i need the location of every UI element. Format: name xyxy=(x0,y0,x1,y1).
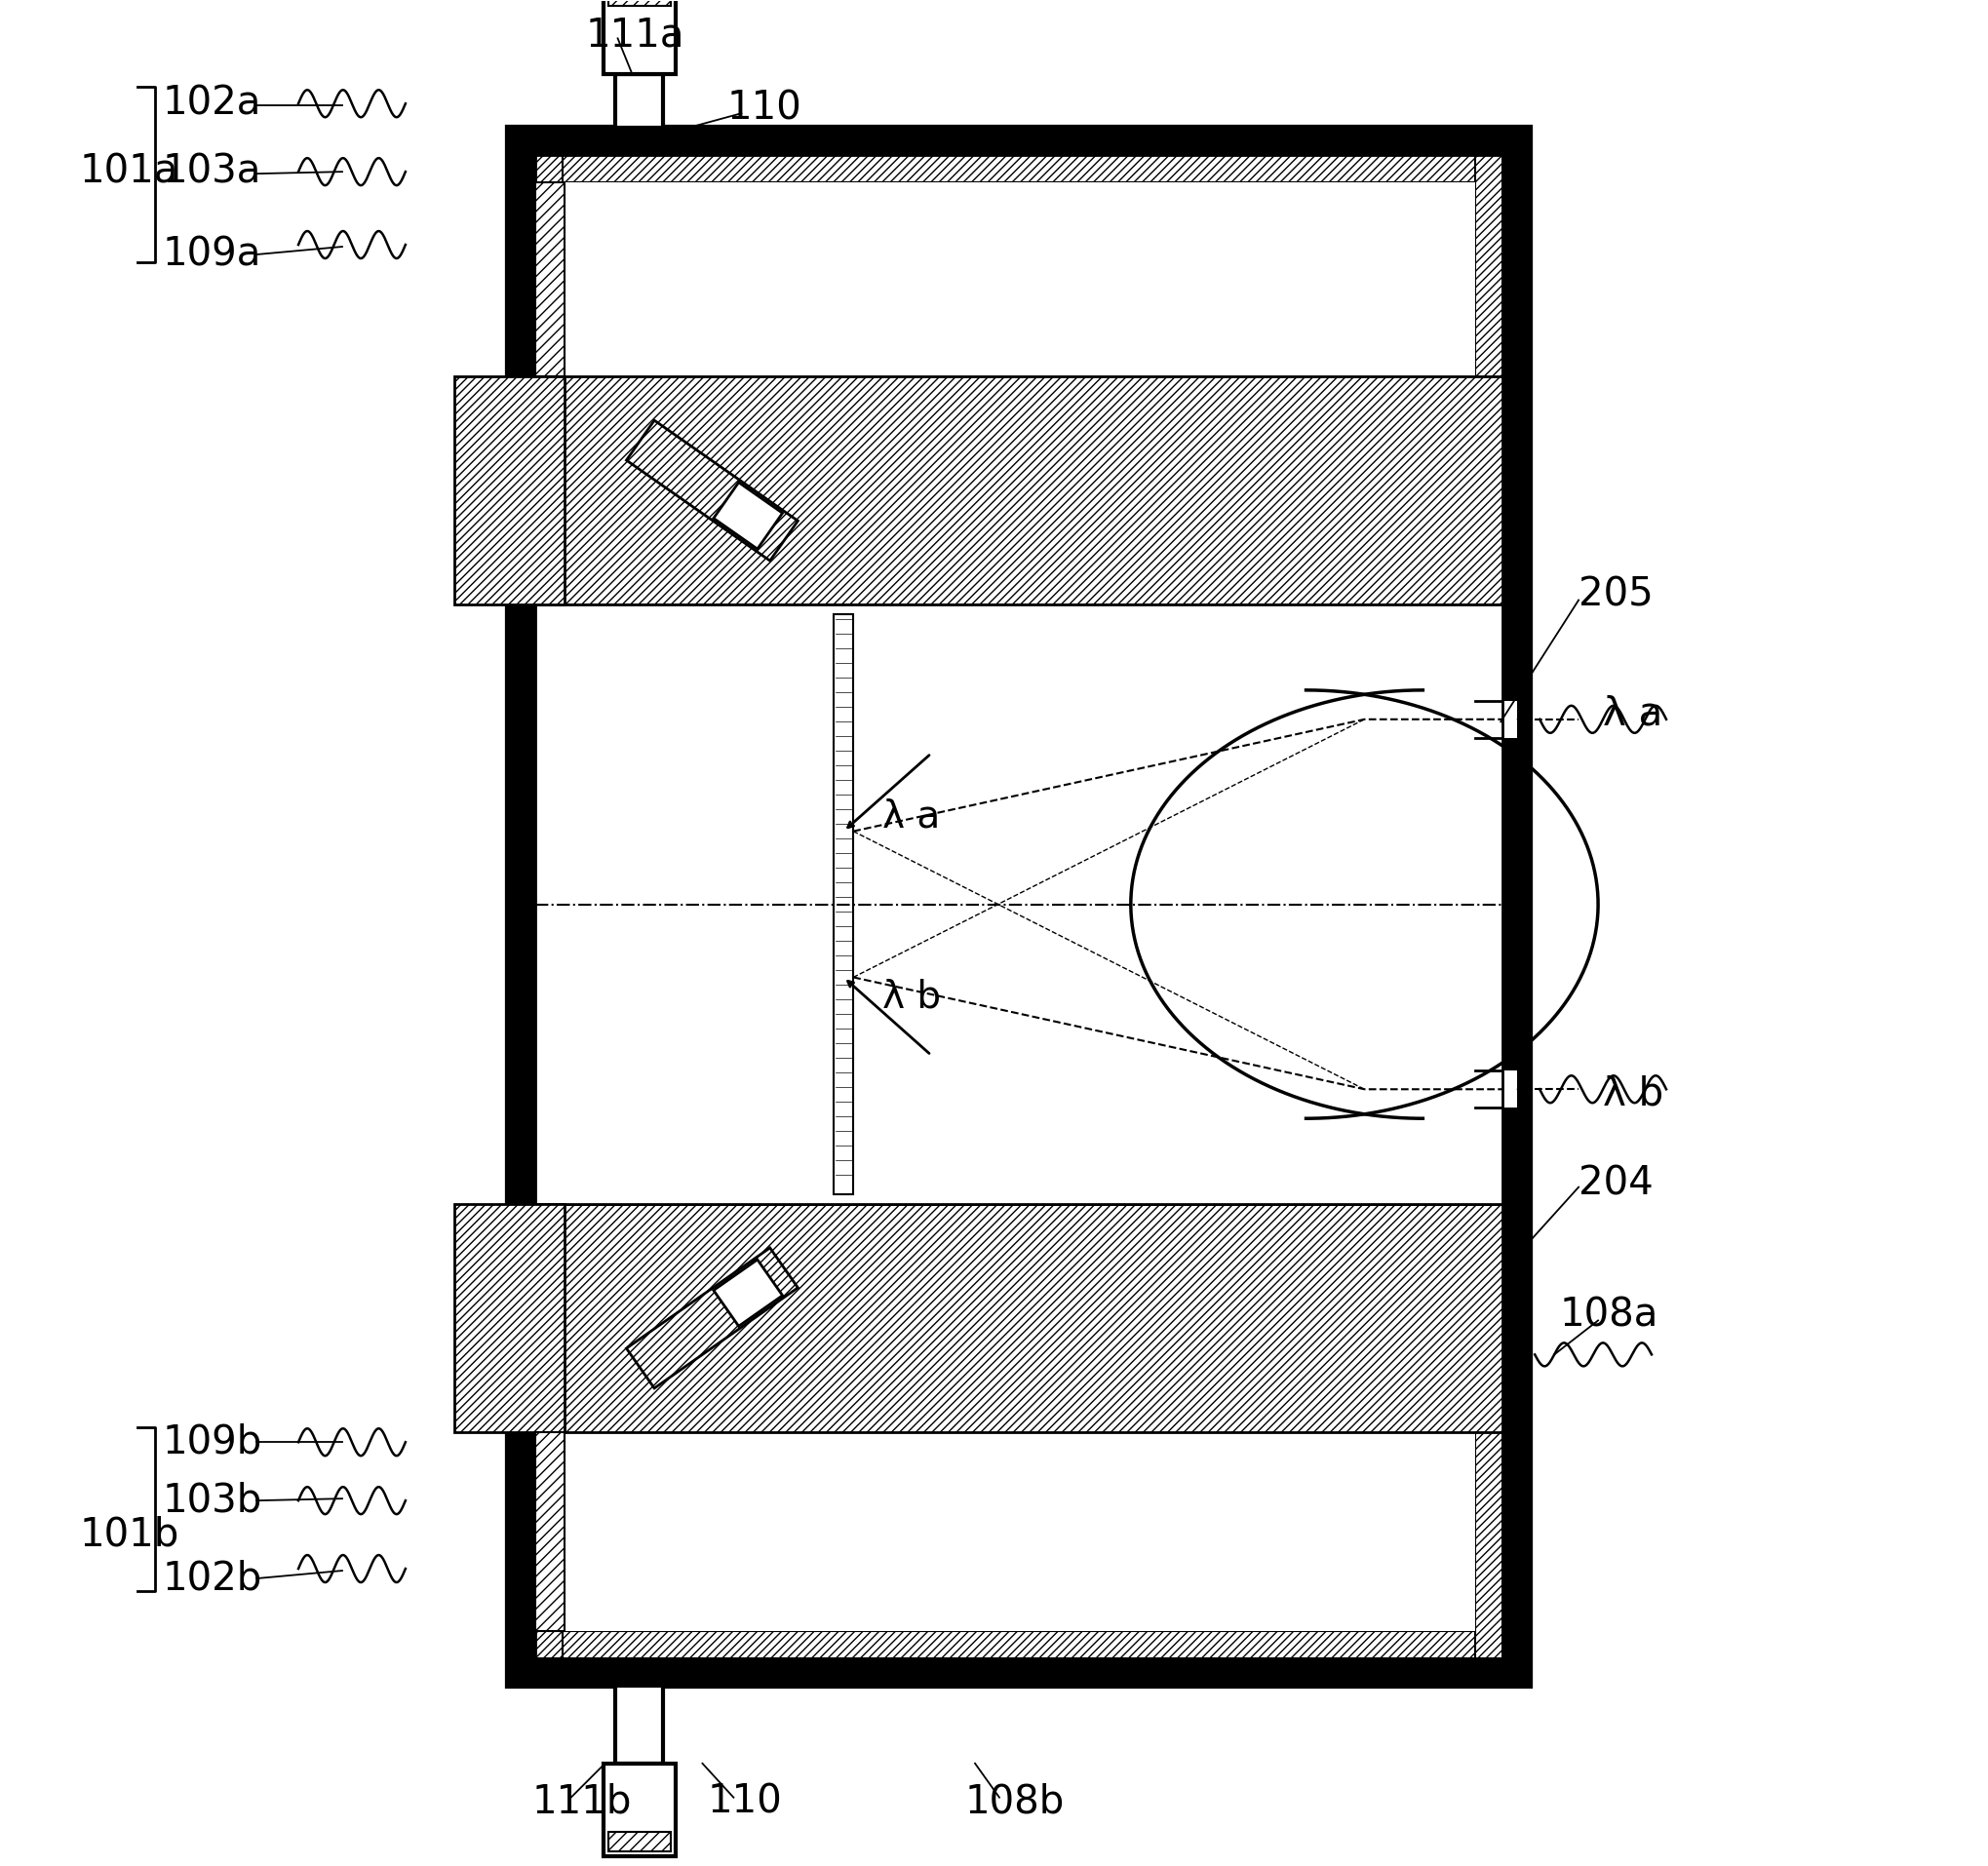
Bar xyxy=(535,155,1503,183)
Bar xyxy=(535,1433,565,1631)
Text: 110: 110 xyxy=(728,90,801,129)
Bar xyxy=(602,1763,676,1857)
Bar xyxy=(535,155,1503,1659)
Polygon shape xyxy=(626,1248,797,1388)
Bar xyxy=(1475,1071,1517,1108)
Bar xyxy=(602,0,676,75)
Polygon shape xyxy=(626,420,797,560)
Text: 110: 110 xyxy=(708,1782,781,1821)
Bar xyxy=(453,377,565,605)
Text: 108b: 108b xyxy=(966,1782,1066,1821)
Text: λ a: λ a xyxy=(883,799,940,836)
Bar xyxy=(535,183,565,377)
Bar xyxy=(563,183,1475,377)
Bar xyxy=(608,0,672,6)
Polygon shape xyxy=(626,420,797,560)
Text: 111b: 111b xyxy=(533,1782,632,1821)
Text: 109a: 109a xyxy=(163,235,260,274)
Polygon shape xyxy=(626,1248,797,1388)
Text: 101b: 101b xyxy=(80,1515,179,1554)
Polygon shape xyxy=(714,1260,783,1327)
Bar xyxy=(507,129,1531,1685)
Text: λ b: λ b xyxy=(883,978,940,1015)
Bar xyxy=(563,1433,1475,1631)
Polygon shape xyxy=(714,483,783,549)
Bar xyxy=(1475,702,1517,737)
Bar xyxy=(535,1631,1503,1659)
Bar xyxy=(608,1832,672,1851)
Bar xyxy=(507,129,1531,1685)
Text: 111a: 111a xyxy=(586,17,684,54)
Text: 102b: 102b xyxy=(163,1558,262,1597)
Bar xyxy=(535,155,1503,162)
Text: 101a: 101a xyxy=(80,153,179,190)
Text: 102a: 102a xyxy=(163,84,260,123)
Bar xyxy=(614,1685,664,1763)
Bar xyxy=(535,605,1503,1204)
Polygon shape xyxy=(714,483,783,549)
Bar xyxy=(535,1204,1503,1433)
Bar xyxy=(535,155,563,1659)
Text: 108a: 108a xyxy=(1559,1297,1658,1334)
Text: 103b: 103b xyxy=(163,1482,262,1521)
Text: 109b: 109b xyxy=(163,1422,262,1461)
Text: 205: 205 xyxy=(1578,577,1654,614)
Text: 204: 204 xyxy=(1578,1164,1654,1204)
Bar xyxy=(453,1204,565,1433)
Bar xyxy=(833,614,853,1194)
Text: λ b: λ b xyxy=(1602,1075,1664,1114)
Bar xyxy=(535,377,1503,605)
Text: 103a: 103a xyxy=(163,153,260,190)
Polygon shape xyxy=(714,1260,783,1327)
Bar xyxy=(535,155,1503,1659)
Bar xyxy=(535,155,1503,1659)
Text: λ a: λ a xyxy=(1602,694,1662,733)
Bar xyxy=(614,75,664,129)
Bar xyxy=(1475,155,1503,1659)
